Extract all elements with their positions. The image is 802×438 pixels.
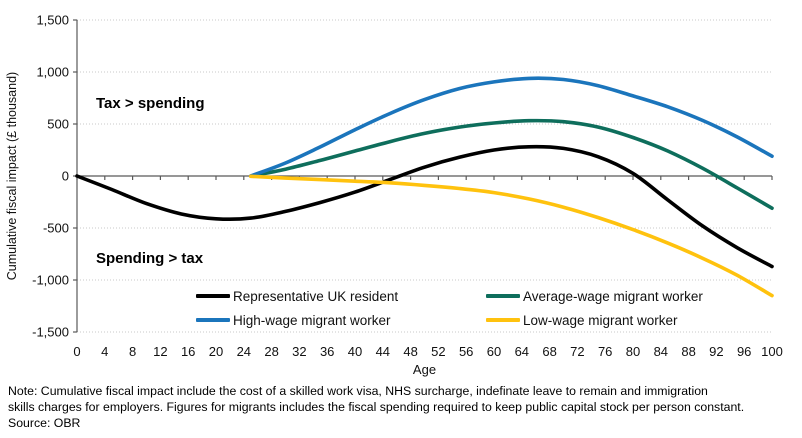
series-line: [249, 174, 774, 298]
y-tick-label: -1,500: [32, 325, 69, 340]
note-text: Note: Cumulative fiscal impact include t…: [8, 383, 744, 431]
x-tick-label: 24: [237, 344, 251, 359]
series-line: [249, 118, 774, 210]
legend-item-low-wage: Low-wage migrant worker: [486, 312, 678, 328]
x-tick-label: 100: [761, 344, 783, 359]
y-tick-label: -1,000: [32, 273, 69, 288]
y-tick-label: 500: [47, 117, 69, 132]
legend-item-high-wage: High-wage migrant worker: [196, 312, 391, 328]
x-tick-label: 56: [459, 344, 473, 359]
x-tick-label: 96: [737, 344, 751, 359]
x-tick-label: 68: [542, 344, 556, 359]
x-tick-label: 20: [209, 344, 223, 359]
x-tick-label: 60: [487, 344, 501, 359]
x-tick-label: 72: [570, 344, 584, 359]
series-line: [249, 76, 774, 178]
x-tick-label: 44: [376, 344, 390, 359]
y-tick-label: 0: [62, 169, 69, 184]
legend-item-average-wage: Average-wage migrant worker: [486, 288, 703, 304]
x-tick-label: 8: [129, 344, 136, 359]
note-line-1: Note: Cumulative fiscal impact include t…: [8, 384, 708, 398]
x-tick-label: 12: [153, 344, 167, 359]
x-tick-label: 80: [626, 344, 640, 359]
source-text: Source: OBR: [8, 416, 81, 430]
x-tick-label: 40: [348, 344, 362, 359]
series-line: [75, 144, 774, 269]
legend-label: Representative UK resident: [233, 288, 399, 304]
y-axis-title: Cumulative fiscal impact (£ thousand): [5, 71, 19, 281]
x-tick-label: 28: [264, 344, 278, 359]
x-tick-label: 4: [101, 344, 108, 359]
y-tick-label: -500: [43, 221, 69, 236]
x-tick-label: 88: [681, 344, 695, 359]
note-line-2: skills charges for employers. Figures fo…: [8, 400, 745, 414]
legend-label: Average-wage migrant worker: [523, 288, 703, 304]
x-tick-label: 76: [598, 344, 612, 359]
x-axis-title: Age: [413, 362, 436, 377]
legend-item-uk-resident: Representative UK resident: [196, 288, 398, 304]
y-tick-label: 1,000: [36, 65, 69, 80]
x-tick-label: 52: [431, 344, 445, 359]
uk-resident-line-swatch: [196, 294, 230, 298]
high-wage-line-swatch: [196, 318, 230, 322]
low-wage-line-swatch: [486, 318, 520, 322]
annotation-tax-gt-spending: Tax > spending: [96, 95, 205, 112]
x-tick-label: 92: [709, 344, 723, 359]
y-tick-label: 1,500: [36, 13, 69, 28]
x-tick-label: 64: [515, 344, 529, 359]
x-tick-label: 36: [320, 344, 334, 359]
x-tick-label: 84: [654, 344, 668, 359]
x-tick-label: 0: [73, 344, 80, 359]
x-tick-label: 32: [292, 344, 306, 359]
annotation-spending-gt-tax: Spending > tax: [96, 250, 204, 267]
legend-label: Low-wage migrant worker: [523, 312, 678, 328]
legend-label: High-wage migrant worker: [233, 312, 391, 328]
x-tick-label: 16: [181, 344, 195, 359]
x-tick-label: 48: [403, 344, 417, 359]
average-wage-line-swatch: [486, 294, 520, 298]
